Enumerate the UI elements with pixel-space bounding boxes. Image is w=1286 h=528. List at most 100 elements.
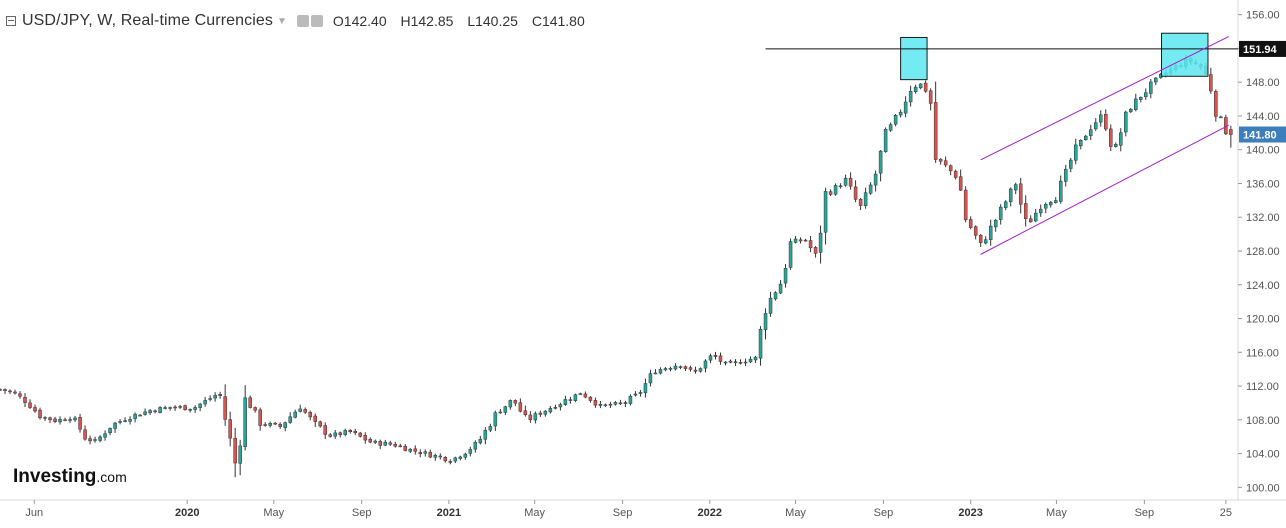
candle-down[interactable] xyxy=(18,393,22,397)
candle-down[interactable] xyxy=(518,402,523,412)
candle-up[interactable] xyxy=(558,404,563,408)
candle-up[interactable] xyxy=(208,398,212,400)
candle-up[interactable] xyxy=(113,422,117,429)
candle-down[interactable] xyxy=(78,416,82,430)
candle-down[interactable] xyxy=(803,239,808,242)
candle-up[interactable] xyxy=(68,419,72,421)
candle-down[interactable] xyxy=(728,360,733,363)
candle-up[interactable] xyxy=(783,267,788,284)
candle-down[interactable] xyxy=(1214,91,1218,117)
candle-down[interactable] xyxy=(618,402,623,405)
candle-down[interactable] xyxy=(738,362,743,364)
candle-down[interactable] xyxy=(413,448,418,452)
candle-up[interactable] xyxy=(613,402,618,405)
candle-down[interactable] xyxy=(828,191,833,195)
candle-down[interactable] xyxy=(273,422,277,425)
candle-up[interactable] xyxy=(373,440,378,443)
candle-down[interactable] xyxy=(428,451,433,458)
candle-down[interactable] xyxy=(1109,128,1113,147)
candle-down[interactable] xyxy=(363,435,368,441)
candle-down[interactable] xyxy=(358,432,362,437)
visibility-icon[interactable] xyxy=(296,15,309,27)
candle-up[interactable] xyxy=(93,439,97,441)
candle-up[interactable] xyxy=(823,191,828,233)
candle-down[interactable] xyxy=(798,239,803,242)
candle-up[interactable] xyxy=(1149,81,1153,94)
candle-down[interactable] xyxy=(83,429,87,440)
candle-up[interactable] xyxy=(1068,159,1073,169)
candle-up[interactable] xyxy=(1008,188,1013,202)
candle-down[interactable] xyxy=(313,415,317,422)
candle-up[interactable] xyxy=(133,413,137,419)
candle-up[interactable] xyxy=(743,361,748,364)
candle-up[interactable] xyxy=(833,185,838,195)
candle-down[interactable] xyxy=(1104,114,1108,130)
candle-up[interactable] xyxy=(818,232,823,253)
candle-up[interactable] xyxy=(998,206,1003,220)
candle-up[interactable] xyxy=(788,241,793,268)
candle-up[interactable] xyxy=(478,438,483,444)
candle-down[interactable] xyxy=(1229,129,1233,135)
candle-up[interactable] xyxy=(1058,180,1063,202)
candle-down[interactable] xyxy=(258,409,262,426)
candle-down[interactable] xyxy=(418,452,423,455)
candle-up[interactable] xyxy=(43,417,47,419)
candle-up[interactable] xyxy=(1043,204,1048,209)
candle-down[interactable] xyxy=(1023,203,1028,219)
candle-down[interactable] xyxy=(523,410,528,415)
candle-down[interactable] xyxy=(63,419,67,421)
candle-up[interactable] xyxy=(1219,116,1223,119)
candle-up[interactable] xyxy=(238,445,242,464)
candle-up[interactable] xyxy=(898,111,903,116)
candle-up[interactable] xyxy=(723,361,728,364)
channel-upper-line[interactable] xyxy=(980,36,1229,161)
candle-up[interactable] xyxy=(563,399,568,405)
candle-down[interactable] xyxy=(938,158,943,162)
candle-down[interactable] xyxy=(943,160,948,166)
candle-up[interactable] xyxy=(603,404,608,407)
candle-up[interactable] xyxy=(193,407,197,410)
candle-up[interactable] xyxy=(163,407,167,409)
candle-down[interactable] xyxy=(923,82,928,92)
candle-down[interactable] xyxy=(513,400,518,404)
candle-down[interactable] xyxy=(858,199,863,206)
candle-up[interactable] xyxy=(778,283,783,294)
candle-down[interactable] xyxy=(233,437,237,464)
candle-up[interactable] xyxy=(893,115,898,125)
candle-up[interactable] xyxy=(1013,184,1018,191)
candle-up[interactable] xyxy=(408,448,413,452)
candle-up[interactable] xyxy=(283,422,287,428)
candle-up[interactable] xyxy=(883,129,888,153)
candle-up[interactable] xyxy=(1003,201,1008,208)
candle-down[interactable] xyxy=(973,226,978,236)
candle-up[interactable] xyxy=(1089,129,1093,136)
candle-up[interactable] xyxy=(773,292,778,300)
candle-up[interactable] xyxy=(1129,108,1133,113)
candle-down[interactable] xyxy=(933,102,938,160)
candle-up[interactable] xyxy=(343,430,347,435)
symbol-title[interactable]: USD/JPY, W, Real-time Currencies xyxy=(22,12,273,29)
candle-down[interactable] xyxy=(553,407,558,409)
candle-down[interactable] xyxy=(683,366,688,369)
candle-up[interactable] xyxy=(983,239,988,244)
candle-down[interactable] xyxy=(688,367,693,370)
candle-up[interactable] xyxy=(148,410,152,414)
candle-down[interactable] xyxy=(1028,218,1033,223)
candle-down[interactable] xyxy=(338,432,342,436)
candle-up[interactable] xyxy=(188,409,192,411)
candle-up[interactable] xyxy=(98,436,102,441)
candle-up[interactable] xyxy=(268,423,272,426)
candle-down[interactable] xyxy=(438,455,443,458)
candle-up[interactable] xyxy=(128,419,132,422)
candle-down[interactable] xyxy=(173,406,177,409)
candle-down[interactable] xyxy=(53,418,57,422)
candle-down[interactable] xyxy=(1018,183,1023,205)
candle-up[interactable] xyxy=(498,411,503,414)
candle-up[interactable] xyxy=(573,394,578,401)
candle-up[interactable] xyxy=(433,454,438,458)
candle-down[interactable] xyxy=(183,405,187,410)
candle-up[interactable] xyxy=(103,433,107,438)
candle-up[interactable] xyxy=(423,451,428,454)
candle-up[interactable] xyxy=(1114,144,1118,147)
candle-down[interactable] xyxy=(218,394,222,397)
